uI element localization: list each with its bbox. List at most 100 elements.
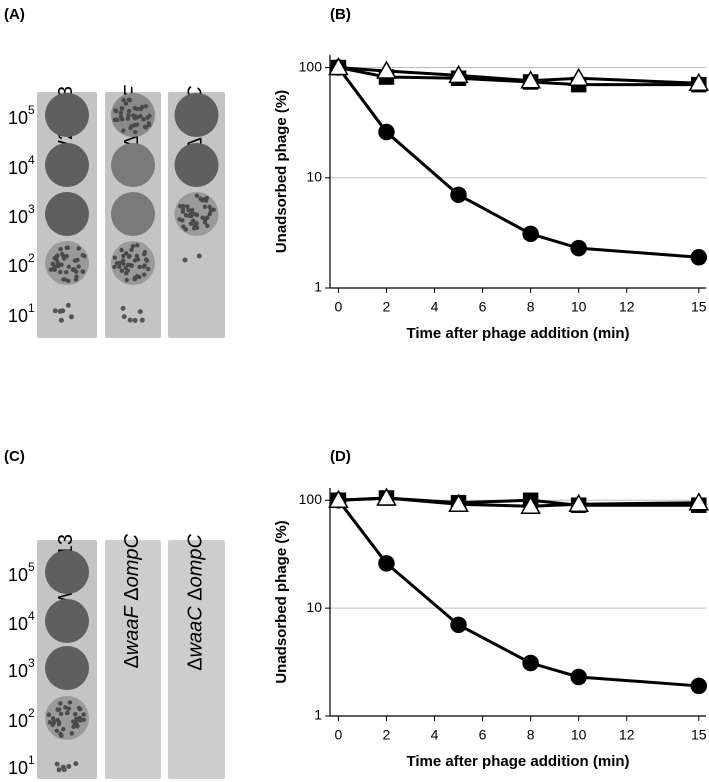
plaque	[120, 305, 126, 311]
plaque-spot	[45, 241, 89, 285]
x-tick-label: 15	[691, 727, 707, 743]
plaque	[58, 269, 63, 275]
plaque	[123, 251, 129, 256]
x-axis-title: Time after phage addition (min)	[406, 753, 629, 770]
plaque	[142, 263, 147, 268]
y-tick-label: 10	[306, 599, 322, 615]
plaque	[65, 710, 70, 715]
plaque	[70, 267, 76, 272]
plaque	[132, 258, 138, 263]
plaque	[203, 217, 208, 222]
dilution-exponent: 3	[28, 202, 35, 216]
plaque	[112, 117, 118, 123]
plaque	[48, 267, 54, 272]
plaque	[59, 262, 64, 267]
strain-label-part: Δ	[185, 587, 207, 606]
plaque	[62, 277, 68, 282]
data-point	[690, 677, 708, 695]
plaque	[140, 104, 145, 110]
plate-strip	[105, 540, 161, 779]
plaque	[200, 198, 205, 203]
plaque	[65, 302, 71, 308]
dilution-exponent: 2	[28, 251, 35, 265]
plaque-spot	[45, 143, 89, 187]
plaque	[141, 117, 146, 122]
plaque	[189, 207, 195, 213]
plaque	[207, 204, 212, 210]
plaque	[121, 261, 126, 267]
plaque	[66, 706, 72, 711]
data-point	[376, 487, 397, 506]
plaque	[125, 116, 131, 121]
dilution-base: 10	[8, 256, 28, 276]
dilution-base: 10	[8, 758, 28, 778]
plaque	[130, 243, 136, 249]
plaque	[114, 261, 120, 266]
plaque	[177, 204, 183, 209]
plaque	[47, 720, 53, 725]
plaque	[71, 719, 76, 724]
plaque	[203, 198, 209, 203]
plaque	[194, 193, 200, 198]
plaque	[185, 204, 190, 209]
plaque	[186, 208, 191, 213]
plaque-spot	[174, 143, 219, 187]
plaque	[61, 726, 66, 732]
plaque	[125, 268, 131, 273]
plaque-spot	[45, 550, 89, 594]
x-tick-label: 2	[383, 727, 391, 743]
plaque	[68, 314, 74, 320]
dilution-label: 102	[8, 251, 35, 276]
data-point	[520, 70, 541, 89]
data-point	[378, 123, 395, 141]
plaque	[58, 317, 64, 323]
dilution-base: 10	[8, 108, 28, 128]
strain-label-part: ompC	[185, 533, 207, 587]
strain-label-part: waaF	[121, 604, 143, 655]
panel-label: (C)	[4, 448, 25, 465]
plaque	[118, 110, 124, 116]
plaque	[46, 712, 52, 717]
x-tick-label: 12	[619, 727, 635, 743]
plaque	[137, 274, 142, 280]
dilution-label: 105	[8, 103, 35, 128]
plaque	[205, 223, 210, 228]
plaque	[202, 204, 208, 209]
data-point	[448, 64, 469, 84]
plaque	[143, 104, 149, 109]
plaque	[132, 106, 137, 111]
plaque	[180, 209, 186, 214]
plaque	[194, 225, 200, 230]
data-point	[328, 489, 349, 509]
series-line	[337, 66, 699, 259]
plaque	[58, 701, 63, 706]
plaque	[129, 124, 134, 129]
strain-label-part: Δ	[121, 655, 143, 668]
data-point	[570, 239, 587, 257]
plaque	[119, 106, 125, 111]
plaque	[119, 247, 124, 253]
plaque	[143, 125, 149, 130]
plaque	[75, 257, 80, 263]
plaque	[67, 700, 73, 705]
dilution-label: 101	[8, 753, 35, 778]
plaque	[55, 253, 60, 258]
plaque	[117, 264, 122, 270]
dilution-exponent: 1	[28, 301, 35, 315]
x-tick-label: 6	[479, 727, 487, 743]
x-tick-label: 15	[691, 299, 707, 315]
plaque	[69, 731, 75, 736]
plaque	[63, 270, 69, 275]
panel-label: (B)	[330, 6, 351, 23]
data-point	[448, 493, 469, 512]
plaque	[66, 763, 72, 769]
plaque-spot	[45, 93, 89, 137]
dilution-exponent: 4	[28, 609, 35, 623]
x-tick-label: 0	[335, 727, 343, 743]
plaque	[135, 243, 140, 248]
dilution-exponent: 2	[28, 706, 35, 720]
plaque	[60, 251, 65, 257]
plaque	[145, 115, 150, 120]
dilution-label: 105	[8, 560, 35, 585]
plaque	[80, 269, 86, 274]
